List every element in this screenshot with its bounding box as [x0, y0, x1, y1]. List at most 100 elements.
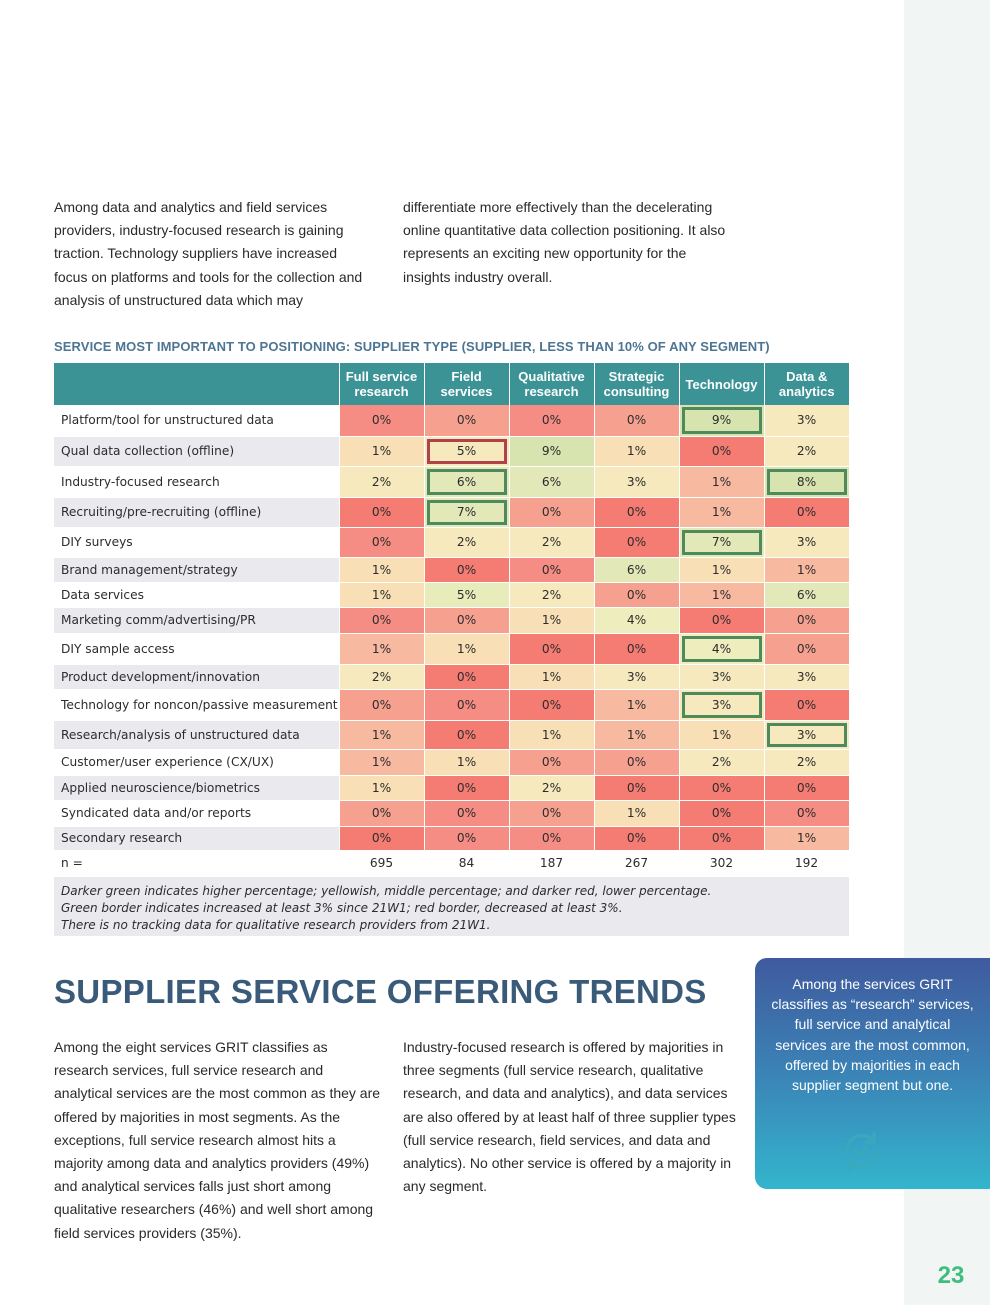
heatmap-cell: 0%: [679, 800, 765, 827]
cell-value: 0%: [626, 831, 647, 845]
row-label: Industry-focused research: [54, 466, 340, 498]
heatmap-cell: 3%: [764, 720, 850, 750]
heatmap-cell: 1%: [764, 826, 850, 851]
heatmap-cell: 5%: [424, 582, 510, 608]
heatmap-cell: 6%: [594, 557, 680, 583]
heatmap-cell: 0%: [764, 775, 850, 801]
cell-value-box: 1%: [682, 585, 762, 605]
column-header-line: research: [524, 384, 579, 399]
heatmap-cell: 4%: [594, 607, 680, 634]
cell-value: 1%: [371, 780, 392, 795]
cell-value: 0%: [456, 613, 477, 627]
cell-value: 3%: [711, 697, 732, 712]
heatmap-cell: 3%: [679, 689, 765, 721]
increase-border: 9%: [681, 407, 762, 434]
heatmap-cell: 1%: [594, 436, 680, 467]
increase-border: 7%: [681, 529, 762, 555]
cell-value: 0%: [541, 562, 562, 577]
cell-value-box: 1%: [512, 667, 592, 687]
cell-value: 2%: [796, 755, 817, 769]
cell-value-box: 1%: [597, 723, 677, 747]
cell-value-box: 1%: [597, 692, 677, 718]
cell-value-box: 3%: [767, 530, 847, 555]
cell-value-box: 1%: [682, 500, 762, 525]
heatmap-cell: 0%: [339, 689, 425, 721]
heatmap-cell: 0%: [339, 405, 425, 437]
heatmap-cell: 1%: [679, 582, 765, 608]
cell-value: 0%: [371, 831, 392, 845]
heatmap-cell: 0%: [509, 497, 595, 528]
cell-value-box: 0%: [342, 610, 422, 631]
cell-value: 1%: [711, 727, 732, 742]
cell-value-box: 0%: [427, 667, 507, 687]
heatmap-cell: 3%: [679, 664, 765, 690]
cell-value: 0%: [626, 505, 647, 519]
sample-size-value: 267: [594, 850, 680, 876]
cell-value: 1%: [456, 641, 477, 656]
table-row: Syndicated data and/or reports 0% 0% 0% 1% 0%…: [54, 800, 850, 827]
heatmap-cell: 0%: [424, 800, 510, 827]
heatmap-cell: 2%: [424, 527, 510, 558]
cell-value-box: 0%: [767, 803, 847, 824]
table-row: Technology for noncon/passive measuremen…: [54, 689, 850, 721]
sample-size-value: 84: [424, 850, 510, 876]
cell-value: 4%: [626, 613, 647, 627]
cell-value: 0%: [371, 613, 392, 627]
heatmap-cell: 0%: [764, 497, 850, 528]
cell-value: 0%: [626, 535, 647, 549]
table-note-line: Darker green indicates higher percentage…: [61, 884, 712, 898]
cell-value: 0%: [371, 806, 392, 820]
cell-value-box: 1%: [342, 723, 422, 747]
sample-size-value: 302: [679, 850, 765, 876]
increase-border: 6%: [426, 468, 507, 495]
cell-value-box: 0%: [427, 778, 507, 798]
cell-value: 0%: [456, 780, 477, 795]
heatmap-cell: 3%: [764, 405, 850, 437]
cell-value: 2%: [456, 535, 477, 549]
heatmap-cell: 2%: [679, 749, 765, 776]
cell-value-box: 1%: [597, 439, 677, 464]
cell-value-box: 0%: [342, 407, 422, 434]
cell-value: 0%: [541, 755, 562, 769]
cell-value: 1%: [626, 444, 647, 458]
cell-value: 0%: [456, 697, 477, 712]
row-label: Applied neuroscience/biometrics: [54, 775, 340, 801]
heatmap-cell: 0%: [424, 826, 510, 851]
cell-value-box: 0%: [427, 560, 507, 580]
cell-value: 0%: [711, 780, 732, 795]
heatmap-cell: 3%: [764, 527, 850, 558]
cell-value-box: 0%: [597, 829, 677, 848]
intro-paragraph-left: Among data and analytics and field servi…: [54, 199, 363, 308]
cell-value-box: 2%: [767, 752, 847, 773]
heatmap-cell: 3%: [764, 664, 850, 690]
increase-border: 8%: [766, 468, 847, 495]
heatmap-cell: 1%: [339, 633, 425, 665]
heatmap-cell: 0%: [679, 607, 765, 634]
cell-value: 1%: [371, 444, 392, 458]
cell-value: 1%: [711, 562, 732, 577]
cell-value-box: 0%: [427, 803, 507, 824]
cell-value-box: 2%: [767, 439, 847, 464]
heatmap-cell: 4%: [679, 633, 765, 665]
column-header-line: consulting: [603, 384, 670, 399]
heatmap-cell: 0%: [594, 775, 680, 801]
column-header-line: Full service: [345, 369, 418, 384]
column-header-line: Data &: [786, 369, 828, 384]
cell-value: 9%: [541, 444, 562, 458]
heatmap-cell: 0%: [594, 497, 680, 528]
cell-value: 0%: [711, 613, 732, 627]
table-row: Recruiting/pre-recruiting (offline) 0% 7% 0…: [54, 497, 850, 528]
cell-value-box: 2%: [512, 585, 592, 605]
cell-value: 0%: [371, 413, 392, 428]
row-label: Platform/tool for unstructured data: [54, 405, 340, 437]
column-header-line: Qualitative: [518, 369, 585, 384]
increase-border: 4%: [681, 635, 762, 662]
cell-value-box: 1%: [597, 803, 677, 824]
heatmap-cell: 1%: [339, 749, 425, 776]
heatmap-cell: 2%: [509, 527, 595, 558]
cell-value-box: 1%: [767, 829, 847, 848]
cell-value-box: 0%: [682, 803, 762, 824]
column-header: Field services: [424, 363, 510, 405]
cell-value-box: 0%: [597, 585, 677, 605]
cell-value-box: 6%: [597, 560, 677, 580]
